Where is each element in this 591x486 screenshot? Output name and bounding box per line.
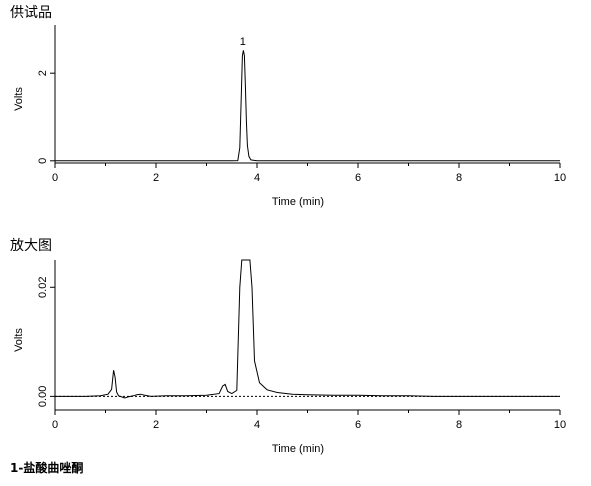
x-tick-label-sample: 2 bbox=[153, 172, 159, 184]
y-tick-label-zoom: 0.02 bbox=[37, 277, 49, 298]
y-tick-label-sample: 0 bbox=[37, 158, 49, 164]
y-tick-label-zoom: 0.00 bbox=[37, 386, 49, 407]
x-tick-label-sample: 6 bbox=[355, 172, 361, 184]
tick-group-zoom: 0 2 4 6 8 10 0.00 0.02 bbox=[37, 277, 566, 431]
x-axis-label-sample: Time (min) bbox=[272, 196, 324, 208]
chromatogram-trace-sample bbox=[55, 50, 560, 162]
x-axis-label-zoom: Time (min) bbox=[272, 443, 324, 455]
chart-panel-sample: 供试品 Volts Time (min) 0 2 4 6 8 10 0 2 1 bbox=[10, 5, 566, 208]
x-tick-label-sample: 8 bbox=[456, 172, 462, 184]
x-tick-label-zoom: 4 bbox=[254, 419, 260, 431]
peak-label-1: 1 bbox=[240, 36, 246, 48]
x-tick-label-sample: 0 bbox=[52, 172, 58, 184]
footnote-peak-legend: 1-盐酸曲唑酮 bbox=[10, 460, 83, 475]
y-tick-label-sample: 2 bbox=[37, 70, 49, 76]
y-axis-label-sample: Volts bbox=[13, 87, 25, 111]
x-tick-label-sample: 4 bbox=[254, 172, 260, 184]
y-axis-label-zoom: Volts bbox=[13, 328, 25, 352]
chromatogram-trace-zoom bbox=[55, 259, 560, 399]
tick-group-sample: 0 2 4 6 8 10 0 2 bbox=[37, 70, 566, 184]
x-tick-label-zoom: 0 bbox=[52, 419, 58, 431]
x-tick-label-zoom: 2 bbox=[153, 419, 159, 431]
x-tick-label-sample: 10 bbox=[554, 172, 566, 184]
chart-panel-zoom: 放大图 Volts Time (min) 0 2 4 6 8 10 0.00 0.02 bbox=[10, 238, 566, 455]
x-tick-label-zoom: 10 bbox=[554, 419, 566, 431]
x-tick-label-zoom: 8 bbox=[456, 419, 462, 431]
panel-title-zoom: 放大图 bbox=[10, 238, 52, 254]
panel-title-sample: 供试品 bbox=[10, 5, 52, 21]
x-tick-label-zoom: 6 bbox=[355, 419, 361, 431]
